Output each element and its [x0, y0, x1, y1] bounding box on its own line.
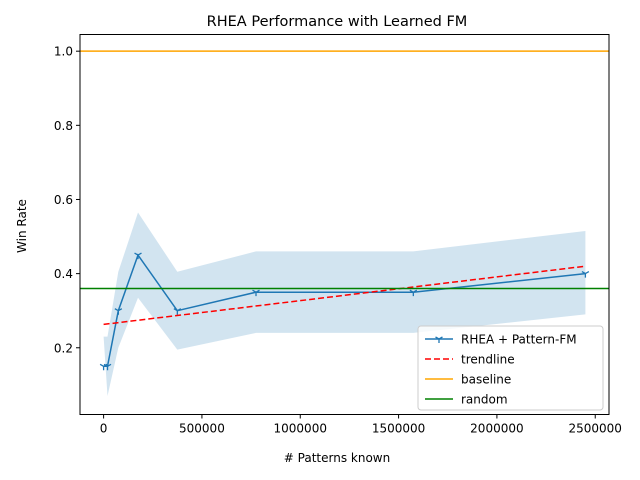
- plot-area: [80, 50, 609, 396]
- x-tick-label: 500000: [179, 422, 225, 436]
- x-tick-label: 2500000: [569, 422, 622, 436]
- y-tick-label: 0.2: [54, 341, 73, 355]
- legend-box: [417, 325, 604, 411]
- legend-marker-rhea-pattern-fm: [435, 336, 443, 343]
- data-point: [581, 271, 590, 278]
- data-point: [134, 252, 142, 260]
- y-tick-label: 1.0: [54, 45, 73, 59]
- chart-title: RHEA Performance with Learned FM: [207, 14, 468, 30]
- axes: [79, 34, 610, 415]
- legend-label-random: random: [461, 393, 508, 407]
- x-tick-label: 0: [100, 422, 108, 436]
- y-axis-label: Win Rate: [15, 199, 29, 253]
- x-axis-ticks: 0 500000 1000000 1500000 2000000 2500000: [100, 414, 622, 436]
- data-point: [103, 363, 112, 371]
- y-axis-ticks: 0.2 0.4 0.6 0.8 1.0: [54, 45, 80, 355]
- x-tick-label: 1500000: [372, 422, 425, 436]
- data-point: [114, 308, 123, 315]
- x-tick-label: 2000000: [470, 422, 523, 436]
- confidence-band: [103, 212, 586, 396]
- legend: RHEA + Pattern-FM trendline baseline random: [417, 325, 604, 411]
- y-tick-label: 0.4: [54, 267, 73, 281]
- y-tick-label: 0.8: [54, 119, 73, 133]
- data-point: [252, 289, 260, 297]
- data-point: [409, 289, 418, 297]
- legend-label-baseline: baseline: [461, 373, 511, 387]
- legend-label-trendline: trendline: [461, 353, 515, 367]
- rhea-pattern-fm-line: [103, 253, 586, 368]
- axes-frame: [79, 34, 610, 415]
- x-axis-label: # Patterns known: [284, 451, 390, 465]
- legend-label-rhea-pattern-fm: RHEA + Pattern-FM: [461, 333, 577, 347]
- x-tick-label: 1000000: [274, 422, 327, 436]
- data-point: [173, 308, 182, 315]
- y-tick-label: 0.6: [54, 193, 73, 207]
